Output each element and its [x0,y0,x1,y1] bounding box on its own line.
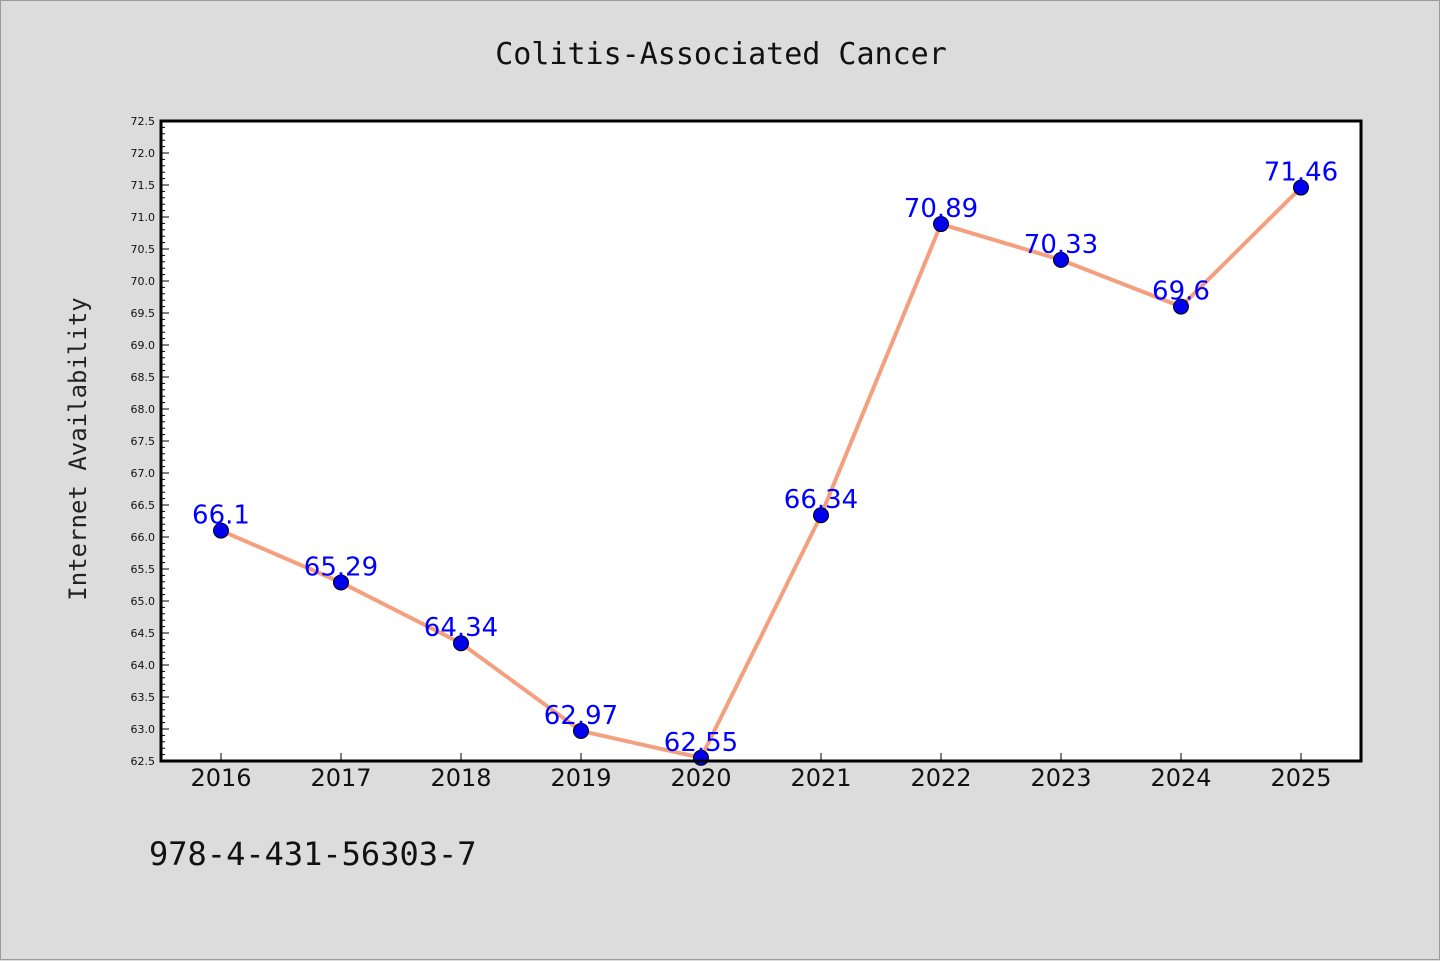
data-point [333,574,349,591]
y-tick-label: 67.5 [131,435,156,448]
y-tick-label: 63.0 [131,723,156,736]
x-tick-label: 2016 [190,764,251,792]
x-tick-label: 2019 [550,764,611,792]
x-tick-label: 2024 [1150,764,1211,792]
data-label: 69.6 [1152,277,1210,307]
data-point [1293,179,1309,196]
data-label: 66.34 [784,485,858,515]
y-tick-label: 66.5 [131,499,156,512]
y-tick-label: 70.5 [131,243,156,256]
data-point [213,522,229,539]
x-tick-label: 2023 [1030,764,1091,792]
y-tick-label: 68.0 [131,403,156,416]
plot-area [161,121,1361,761]
data-point [933,216,949,233]
x-tick-label: 2022 [910,764,971,792]
series-layer [213,179,1309,766]
y-axis-label: Internet Availability [64,297,92,600]
y-tick-label: 65.5 [131,563,156,576]
data-point [573,722,589,739]
series-line [219,185,1303,760]
y-tick-label: 62.5 [131,755,156,768]
isbn-text: 978-4-431-56303-7 [149,835,477,873]
data-point [1173,298,1189,315]
data-label: 65.29 [304,552,378,582]
y-tick-label: 67.0 [131,467,156,480]
data-label: 70.89 [904,194,978,224]
y-tick-label: 69.5 [131,307,156,320]
y-tick-label: 65.0 [131,595,156,608]
data-label: 62.55 [664,728,738,758]
y-tick-label: 69.0 [131,339,156,352]
data-label: 64.34 [424,613,498,643]
data-label: 66.1 [192,501,250,531]
data-label: 62.97 [544,701,618,731]
data-label: 71.46 [1264,158,1338,188]
data-point [453,635,469,652]
y-tick-label: 63.5 [131,691,156,704]
y-tick-label: 72.0 [131,147,156,160]
y-tick-label: 71.5 [131,179,156,192]
x-axis-ticks: 2016 2017 2018 2019 2020 2021 2022 2023 2024 2025 [190,753,1332,792]
x-tick-label: 2021 [790,764,851,792]
plot-border [159,119,1363,763]
data-labels-layer: 66.1 65.29 64.34 62.97 62.55 66.34 70.89 70.33 6… [192,158,1338,758]
data-point [1053,251,1069,268]
x-tick-label: 2017 [310,764,371,792]
y-axis-ticks: 62.5 63.0 63.5 64.0 64.5 65.0 65.5 66.0 66.5 67.0… [131,115,169,768]
data-point [813,507,829,524]
y-tick-label: 64.0 [131,659,156,672]
x-tick-label: 2020 [670,764,731,792]
y-tick-label: 64.5 [131,627,156,640]
x-tick-label: 2025 [1270,764,1331,792]
x-tick-label: 2018 [430,764,491,792]
y-tick-label: 68.5 [131,371,156,384]
y-tick-label: 71.0 [131,211,156,224]
data-label: 70.33 [1024,230,1098,260]
y-tick-label: 70.0 [131,275,156,288]
y-tick-label: 66.0 [131,531,156,544]
chart-title: Colitis-Associated Cancer [495,37,947,72]
y-tick-label: 72.5 [131,115,156,128]
